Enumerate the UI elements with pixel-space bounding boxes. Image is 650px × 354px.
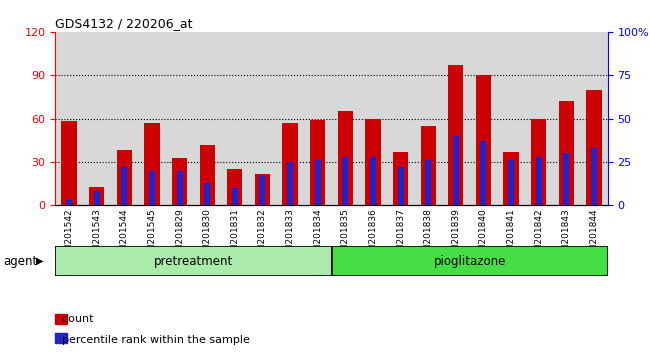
- Text: GDS4132 / 220206_at: GDS4132 / 220206_at: [55, 17, 193, 30]
- Bar: [55, 246, 332, 276]
- Bar: [591, 148, 597, 205]
- Bar: [421, 126, 436, 205]
- Bar: [332, 246, 608, 276]
- Bar: [393, 152, 408, 205]
- Bar: [283, 123, 298, 205]
- Bar: [586, 90, 601, 205]
- Bar: [94, 192, 99, 205]
- Bar: [62, 121, 77, 205]
- Bar: [559, 101, 574, 205]
- Bar: [89, 187, 104, 205]
- Bar: [200, 144, 214, 205]
- Bar: [172, 158, 187, 205]
- Bar: [232, 188, 238, 205]
- Bar: [117, 150, 132, 205]
- Bar: [508, 160, 514, 205]
- Bar: [504, 152, 519, 205]
- Bar: [343, 157, 348, 205]
- Bar: [144, 123, 159, 205]
- Bar: [476, 75, 491, 205]
- Bar: [398, 167, 404, 205]
- Bar: [227, 169, 242, 205]
- Text: count: count: [55, 314, 94, 324]
- Bar: [448, 65, 463, 205]
- Bar: [564, 153, 569, 205]
- Bar: [149, 171, 155, 205]
- Bar: [315, 160, 320, 205]
- Bar: [536, 157, 541, 205]
- Bar: [365, 119, 380, 205]
- Bar: [338, 112, 353, 205]
- Bar: [177, 171, 183, 205]
- Bar: [425, 160, 431, 205]
- Bar: [259, 176, 265, 205]
- Text: ▶: ▶: [36, 256, 44, 266]
- Text: pioglitazone: pioglitazone: [434, 255, 506, 268]
- Bar: [453, 136, 459, 205]
- Text: percentile rank within the sample: percentile rank within the sample: [55, 335, 250, 345]
- Text: pretreatment: pretreatment: [154, 255, 233, 268]
- Bar: [255, 173, 270, 205]
- Bar: [204, 183, 210, 205]
- Text: agent: agent: [3, 255, 38, 268]
- Bar: [122, 167, 127, 205]
- Bar: [66, 200, 72, 205]
- Bar: [370, 157, 376, 205]
- Bar: [480, 141, 486, 205]
- Bar: [287, 162, 293, 205]
- Bar: [310, 120, 325, 205]
- Bar: [531, 119, 546, 205]
